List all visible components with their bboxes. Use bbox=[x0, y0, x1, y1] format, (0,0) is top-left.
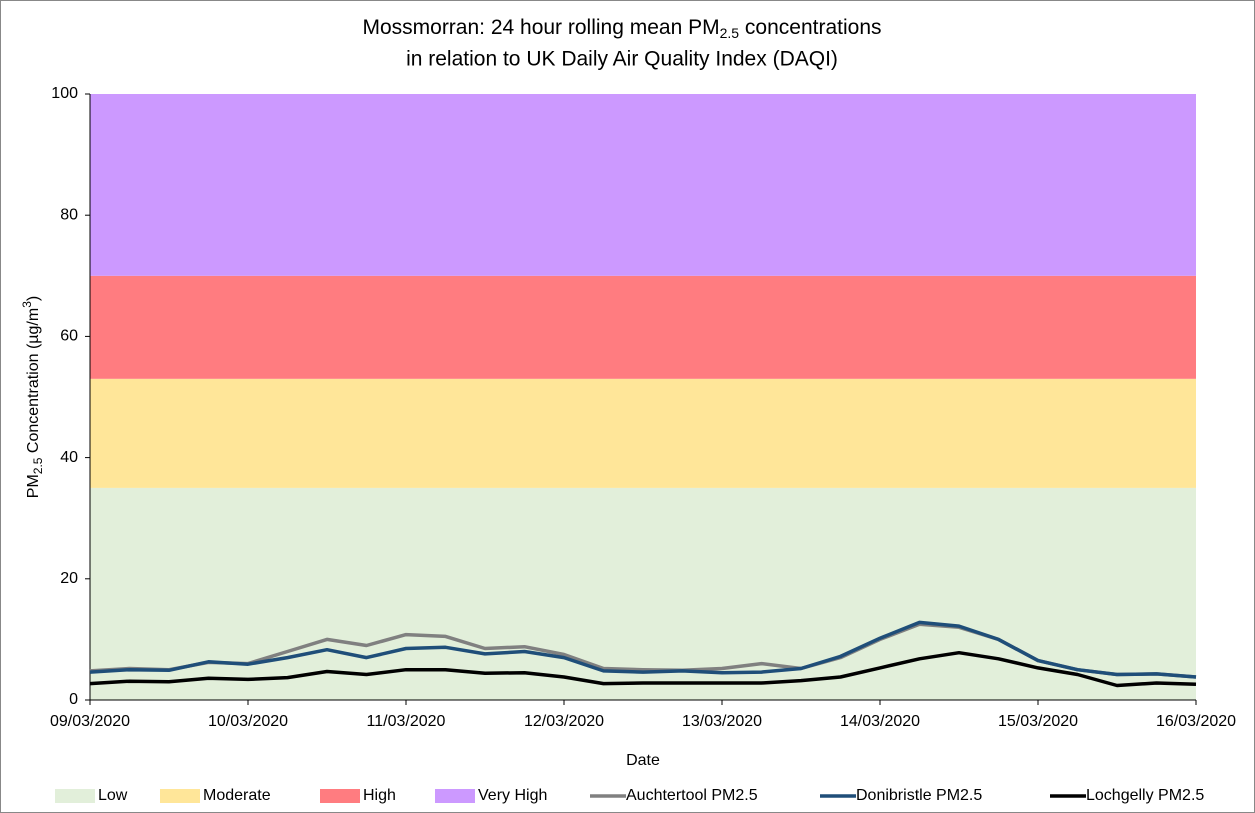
legend-label: Moderate bbox=[203, 787, 271, 804]
aqi-band bbox=[90, 378, 1196, 488]
y-tick-label: 80 bbox=[60, 206, 78, 223]
title-subscript: 2.5 bbox=[720, 25, 740, 41]
y-tick-label: 100 bbox=[51, 85, 78, 102]
series-line bbox=[89, 650, 1197, 688]
title-text: concentrations bbox=[739, 16, 881, 39]
x-tick-label: 09/03/2020 bbox=[50, 713, 130, 730]
y-axis-label: PM2.5 Concentration (µg/m3) bbox=[20, 296, 45, 498]
legend-swatch bbox=[55, 789, 95, 803]
legend-swatch bbox=[320, 789, 360, 803]
series-line bbox=[89, 620, 1197, 679]
y-tick-label: 0 bbox=[69, 691, 78, 708]
x-axis-label: Date bbox=[626, 752, 660, 769]
aqi-band bbox=[90, 275, 1196, 379]
x-tick-label: 16/03/2020 bbox=[1156, 713, 1236, 730]
legend-label: Lochgelly PM2.5 bbox=[1086, 787, 1204, 804]
legend-label: Very High bbox=[478, 787, 547, 804]
x-tick-label: 15/03/2020 bbox=[998, 713, 1078, 730]
y-tick-label: 40 bbox=[60, 449, 78, 466]
chart-subtitle: in relation to UK Daily Air Quality Inde… bbox=[406, 48, 838, 71]
legend-label: Auchtertool PM2.5 bbox=[626, 787, 758, 804]
y-label-text: Concentration (µg/m bbox=[25, 308, 42, 458]
y-tick-label: 20 bbox=[60, 570, 78, 587]
legend-swatch bbox=[435, 789, 475, 803]
legend-label: Donibristle PM2.5 bbox=[856, 787, 982, 804]
y-label-superscript: 3 bbox=[20, 301, 34, 308]
x-tick-label: 12/03/2020 bbox=[524, 713, 604, 730]
chart-title: Mossmorran: 24 hour rolling mean PM2.5 c… bbox=[362, 16, 881, 41]
y-label-subscript: 2.5 bbox=[31, 457, 45, 474]
legend-swatch bbox=[160, 789, 200, 803]
legend-label: Low bbox=[98, 787, 128, 804]
y-label-text: ) bbox=[25, 296, 42, 301]
legend-label: High bbox=[363, 787, 396, 804]
x-tick-label: 13/03/2020 bbox=[682, 713, 762, 730]
aqi-band bbox=[90, 487, 1196, 700]
aqi-band bbox=[90, 94, 1196, 276]
title-text: Mossmorran: 24 hour rolling mean PM bbox=[362, 16, 719, 39]
x-tick-label: 14/03/2020 bbox=[840, 713, 920, 730]
y-tick-label: 60 bbox=[60, 328, 78, 345]
y-label-text: PM bbox=[25, 474, 42, 498]
x-tick-label: 10/03/2020 bbox=[208, 713, 288, 730]
x-tick-label: 11/03/2020 bbox=[367, 713, 446, 730]
